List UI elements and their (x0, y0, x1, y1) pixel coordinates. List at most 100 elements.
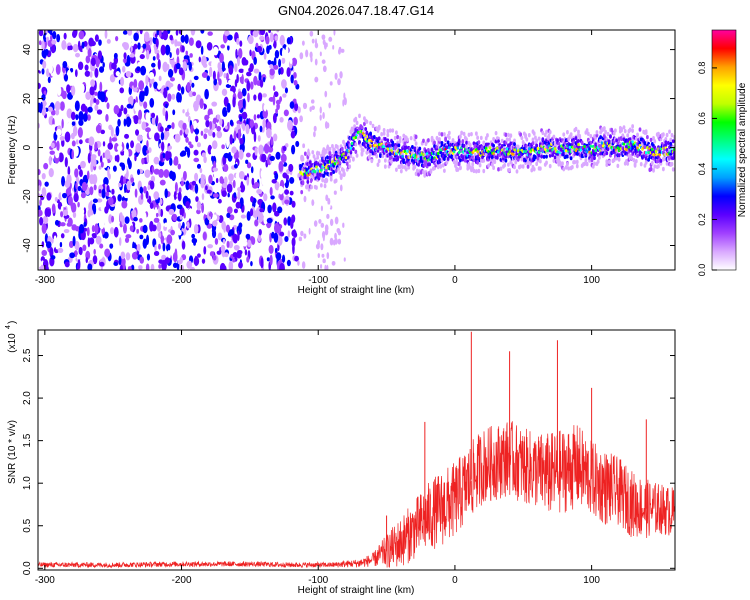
noise-cell (153, 217, 160, 223)
noise-cell (198, 56, 202, 63)
noise-cell (106, 38, 111, 44)
y-tick-label: 0 (22, 144, 33, 150)
noise-cell (89, 86, 95, 96)
noise-cell (310, 56, 313, 63)
noise-cell (225, 224, 231, 233)
noise-cell (177, 229, 182, 236)
noise-cell (337, 64, 342, 71)
signal-halo-cell (650, 160, 654, 166)
signal-cell (418, 146, 422, 151)
noise-cell (224, 30, 230, 36)
noise-cell (81, 181, 88, 192)
signal-halo-cell (558, 153, 562, 159)
noise-cell (253, 131, 257, 143)
noise-cell (216, 130, 223, 139)
noise-cell (328, 102, 332, 109)
signal-cell (445, 145, 449, 150)
noise-cell (228, 229, 235, 236)
signal-cell (548, 153, 552, 158)
noise-cell (139, 30, 143, 35)
signal-halo-cell (584, 158, 588, 163)
noise-cell (228, 91, 234, 96)
noise-cell (41, 40, 45, 51)
noise-cell (200, 130, 204, 136)
noise-cell (158, 30, 162, 38)
noise-cell (303, 102, 308, 110)
noise-cell (102, 158, 108, 169)
noise-cell (303, 233, 307, 239)
noise-cell (212, 255, 217, 261)
noise-cell (125, 252, 131, 261)
noise-cell (87, 48, 92, 58)
signal-halo-cell (380, 132, 384, 137)
noise-cell (133, 32, 139, 42)
signal-core-cell (354, 135, 358, 140)
signal-halo-cell (386, 132, 390, 138)
noise-cell (258, 228, 262, 236)
noise-cell (113, 52, 118, 60)
noise-cell (301, 40, 305, 46)
noise-cell (89, 71, 93, 78)
signal-halo-cell (414, 134, 418, 140)
signal-halo-cell (476, 160, 480, 165)
noise-cell (71, 224, 77, 231)
noise-cell (49, 150, 55, 155)
noise-cell (86, 227, 90, 237)
signal-halo-cell (661, 132, 665, 137)
signal-cell (569, 156, 573, 161)
noise-cell (130, 45, 133, 53)
noise-cell (90, 156, 96, 165)
noise-cell (96, 109, 103, 115)
signal-halo-cell (519, 164, 523, 169)
noise-cell (90, 161, 94, 173)
noise-cell (78, 119, 84, 126)
noise-cell (164, 222, 168, 228)
noise-cell (175, 62, 181, 70)
snr-x-ticks: -300 -200 -100 0 100 (35, 330, 600, 586)
signal-cell (664, 140, 668, 145)
signal-core-cell (448, 146, 451, 150)
signal-halo-cell (534, 135, 537, 140)
signal-cell (625, 144, 628, 149)
signal-halo-cell (452, 159, 456, 165)
noise-cell (188, 37, 194, 46)
noise-cell (92, 198, 98, 203)
noise-cell (71, 149, 75, 160)
signal-halo-cell (383, 158, 387, 163)
noise-cell (224, 252, 229, 258)
noise-cell (176, 204, 183, 210)
signal-halo-cell (519, 132, 523, 137)
signal-cell (462, 143, 466, 148)
noise-cell (164, 127, 170, 132)
noise-cell (75, 139, 79, 145)
noise-cell (180, 86, 185, 95)
noise-cell (245, 71, 252, 77)
noise-cell (201, 258, 206, 264)
noise-cell (336, 228, 341, 234)
signal-halo-cell (356, 136, 360, 141)
noise-cell (245, 233, 251, 240)
signal-core-cell (452, 150, 456, 154)
noise-cell (42, 259, 49, 270)
noise-cell (263, 52, 267, 60)
x-tick-label: -100 (308, 275, 328, 286)
noise-cell (85, 129, 89, 136)
noise-cell (167, 93, 172, 102)
signal-halo-cell (441, 163, 445, 168)
signal-core-cell (625, 147, 628, 152)
noise-cell (44, 181, 49, 187)
noise-cell (82, 112, 88, 122)
noise-cell (246, 80, 251, 92)
signal-halo-cell (634, 158, 638, 164)
noise-cell (153, 81, 158, 89)
noise-cell (103, 80, 108, 91)
signal-halo-cell (665, 132, 669, 138)
noise-cell (55, 109, 60, 116)
noise-cell (242, 98, 246, 109)
noise-cell (122, 30, 128, 35)
noise-cell (151, 62, 156, 68)
signal-halo-cell (457, 161, 461, 167)
signal-core-cell (368, 138, 371, 142)
noise-cell (228, 79, 233, 85)
signal-halo-cell (351, 127, 355, 133)
